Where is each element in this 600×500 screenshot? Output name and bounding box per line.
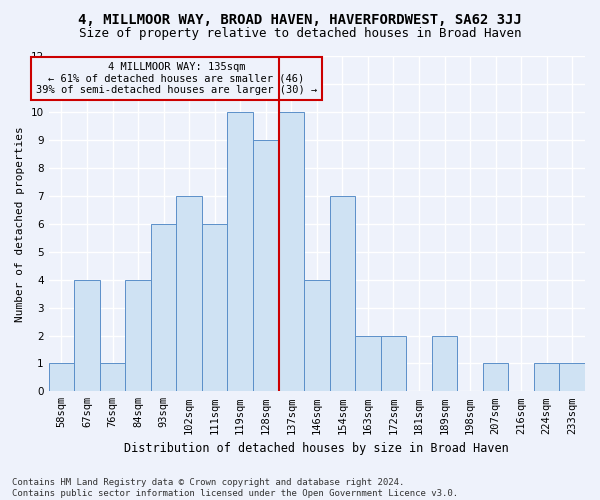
Bar	[380, 336, 406, 392]
Bar	[151, 224, 176, 392]
Bar	[355, 336, 380, 392]
Bar	[432, 336, 457, 392]
Text: Contains HM Land Registry data © Crown copyright and database right 2024.
Contai: Contains HM Land Registry data © Crown c…	[12, 478, 458, 498]
Bar	[125, 280, 151, 392]
Bar	[49, 364, 74, 392]
Text: 4 MILLMOOR WAY: 135sqm
← 61% of detached houses are smaller (46)
39% of semi-det: 4 MILLMOOR WAY: 135sqm ← 61% of detached…	[36, 62, 317, 96]
Bar	[202, 224, 227, 392]
Bar	[559, 364, 585, 392]
Bar	[329, 196, 355, 392]
Bar	[534, 364, 559, 392]
Bar	[253, 140, 278, 392]
X-axis label: Distribution of detached houses by size in Broad Haven: Distribution of detached houses by size …	[124, 442, 509, 455]
Text: 4, MILLMOOR WAY, BROAD HAVEN, HAVERFORDWEST, SA62 3JJ: 4, MILLMOOR WAY, BROAD HAVEN, HAVERFORDW…	[78, 12, 522, 26]
Text: Size of property relative to detached houses in Broad Haven: Size of property relative to detached ho…	[79, 28, 521, 40]
Bar	[74, 280, 100, 392]
Bar	[176, 196, 202, 392]
Bar	[304, 280, 329, 392]
Bar	[278, 112, 304, 392]
Y-axis label: Number of detached properties: Number of detached properties	[15, 126, 25, 322]
Bar	[483, 364, 508, 392]
Bar	[227, 112, 253, 392]
Bar	[100, 364, 125, 392]
